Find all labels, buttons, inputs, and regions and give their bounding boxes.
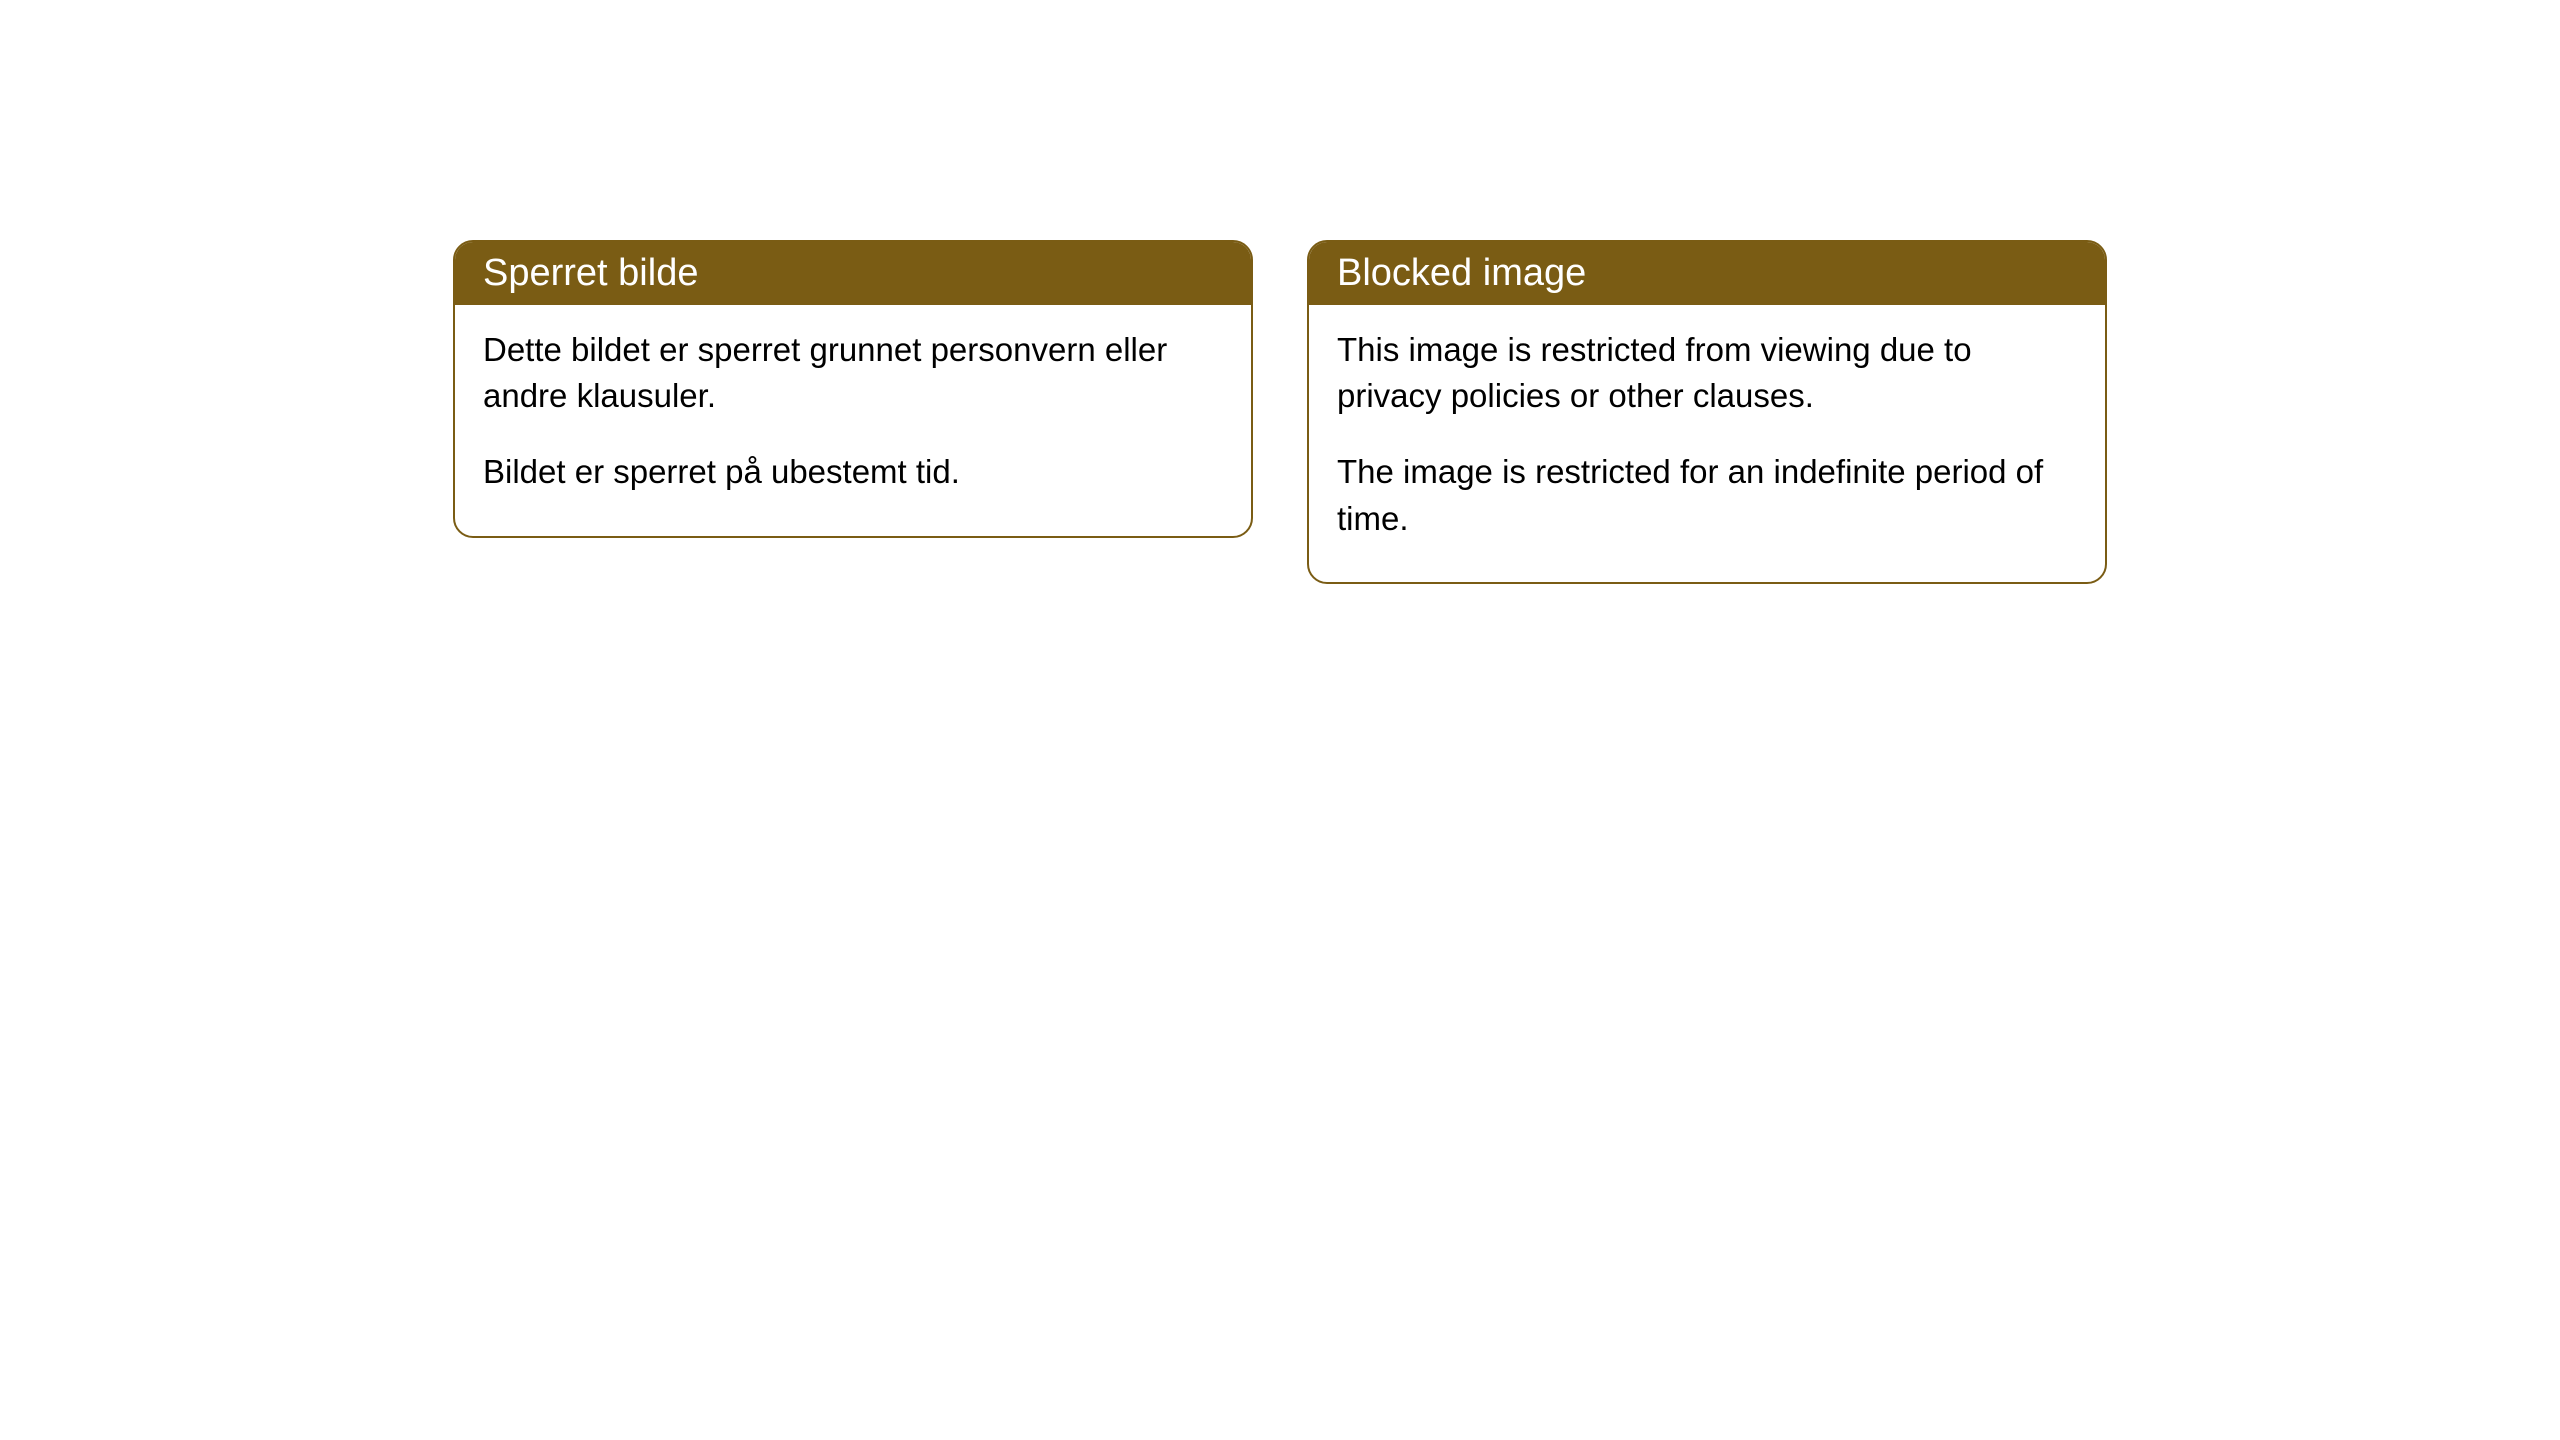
blocked-image-card-english: Blocked image This image is restricted f… xyxy=(1307,240,2107,584)
card-paragraph: Bildet er sperret på ubestemt tid. xyxy=(483,449,1223,495)
notice-cards-container: Sperret bilde Dette bildet er sperret gr… xyxy=(453,240,2107,1440)
blocked-image-card-norwegian: Sperret bilde Dette bildet er sperret gr… xyxy=(453,240,1253,538)
card-body: This image is restricted from viewing du… xyxy=(1309,305,2105,582)
card-title: Blocked image xyxy=(1337,252,1586,294)
card-title: Sperret bilde xyxy=(483,252,698,294)
card-paragraph: The image is restricted for an indefinit… xyxy=(1337,449,2077,541)
card-paragraph: Dette bildet er sperret grunnet personve… xyxy=(483,327,1223,419)
card-paragraph: This image is restricted from viewing du… xyxy=(1337,327,2077,419)
card-body: Dette bildet er sperret grunnet personve… xyxy=(455,305,1251,536)
card-header: Sperret bilde xyxy=(455,242,1251,305)
card-header: Blocked image xyxy=(1309,242,2105,305)
